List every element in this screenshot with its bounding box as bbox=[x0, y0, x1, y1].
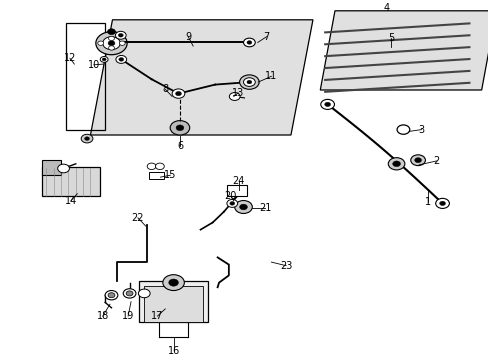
Circle shape bbox=[170, 121, 189, 135]
Circle shape bbox=[396, 125, 409, 134]
Text: 20: 20 bbox=[224, 191, 237, 201]
Circle shape bbox=[102, 37, 120, 50]
Circle shape bbox=[123, 289, 136, 298]
Circle shape bbox=[239, 204, 247, 210]
Text: 2: 2 bbox=[433, 156, 439, 166]
Circle shape bbox=[229, 202, 234, 205]
Bar bbox=[41, 160, 61, 175]
Circle shape bbox=[115, 31, 126, 39]
Circle shape bbox=[163, 275, 184, 291]
Circle shape bbox=[147, 163, 156, 170]
Text: 13: 13 bbox=[231, 88, 244, 98]
Circle shape bbox=[100, 57, 108, 62]
Circle shape bbox=[172, 89, 184, 98]
Circle shape bbox=[105, 291, 118, 300]
Bar bbox=[144, 286, 203, 322]
Circle shape bbox=[439, 201, 445, 206]
Circle shape bbox=[239, 75, 259, 89]
Text: 15: 15 bbox=[163, 170, 176, 180]
Text: 5: 5 bbox=[387, 33, 393, 43]
Text: 12: 12 bbox=[63, 53, 76, 63]
Text: 22: 22 bbox=[131, 213, 144, 223]
Bar bbox=[149, 172, 163, 179]
Circle shape bbox=[414, 158, 421, 163]
Circle shape bbox=[229, 93, 240, 100]
Text: 14: 14 bbox=[64, 196, 77, 206]
Text: 18: 18 bbox=[96, 311, 109, 321]
Circle shape bbox=[108, 36, 114, 41]
Circle shape bbox=[246, 80, 251, 84]
Text: 11: 11 bbox=[264, 71, 277, 81]
Text: 24: 24 bbox=[232, 176, 244, 186]
Text: 16: 16 bbox=[167, 346, 180, 356]
Circle shape bbox=[98, 41, 103, 45]
Text: 21: 21 bbox=[258, 203, 271, 213]
Text: 8: 8 bbox=[162, 84, 168, 94]
Circle shape bbox=[320, 99, 334, 109]
Circle shape bbox=[243, 38, 255, 47]
Circle shape bbox=[81, 134, 93, 143]
Circle shape bbox=[102, 58, 106, 61]
Bar bbox=[41, 167, 100, 196]
Bar bbox=[227, 185, 246, 196]
Circle shape bbox=[175, 91, 181, 96]
Circle shape bbox=[107, 29, 115, 35]
Circle shape bbox=[116, 55, 126, 63]
Text: 4: 4 bbox=[383, 3, 388, 13]
Circle shape bbox=[108, 293, 115, 298]
Bar bbox=[139, 281, 207, 322]
Circle shape bbox=[96, 32, 127, 55]
Polygon shape bbox=[90, 20, 312, 135]
Circle shape bbox=[324, 102, 330, 107]
Circle shape bbox=[168, 279, 178, 286]
Circle shape bbox=[435, 198, 448, 208]
Circle shape bbox=[126, 291, 133, 296]
Circle shape bbox=[176, 125, 183, 131]
Circle shape bbox=[155, 163, 164, 170]
Circle shape bbox=[410, 155, 425, 166]
Circle shape bbox=[387, 158, 404, 170]
Text: 7: 7 bbox=[263, 32, 269, 42]
Circle shape bbox=[119, 41, 125, 45]
Text: 19: 19 bbox=[122, 311, 134, 321]
Circle shape bbox=[243, 78, 255, 86]
Text: 10: 10 bbox=[87, 60, 100, 70]
Text: 23: 23 bbox=[279, 261, 292, 271]
Circle shape bbox=[58, 164, 69, 173]
Circle shape bbox=[119, 58, 123, 61]
Circle shape bbox=[392, 161, 400, 167]
Text: 3: 3 bbox=[418, 125, 424, 135]
Text: 9: 9 bbox=[185, 32, 191, 42]
Circle shape bbox=[246, 41, 251, 44]
Circle shape bbox=[118, 33, 123, 37]
Circle shape bbox=[108, 41, 115, 46]
Circle shape bbox=[234, 201, 252, 213]
Circle shape bbox=[84, 137, 89, 140]
Text: 6: 6 bbox=[177, 141, 183, 151]
Circle shape bbox=[108, 46, 114, 50]
Text: 1: 1 bbox=[424, 197, 430, 207]
Circle shape bbox=[226, 199, 237, 207]
Circle shape bbox=[138, 289, 150, 298]
Text: 17: 17 bbox=[151, 311, 163, 321]
Bar bbox=[66, 23, 105, 130]
Polygon shape bbox=[320, 11, 488, 90]
